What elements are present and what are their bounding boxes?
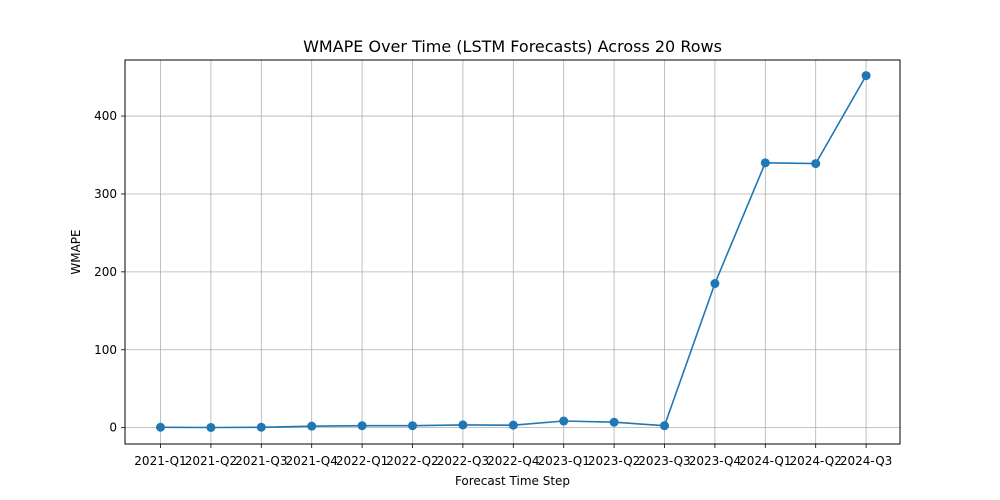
data-point — [710, 279, 720, 289]
data-point — [559, 416, 569, 426]
data-point — [307, 421, 317, 431]
grid-layer — [125, 60, 900, 444]
data-point — [458, 420, 468, 430]
x-tick-label: 2022-Q1 — [336, 454, 388, 468]
x-tick-label: 2023-Q3 — [638, 454, 690, 468]
x-tick-label: 2022-Q2 — [386, 454, 438, 468]
x-tick-label: 2024-Q3 — [840, 454, 892, 468]
x-tick-label: 2024-Q1 — [739, 454, 791, 468]
data-point — [508, 420, 518, 430]
data-point — [660, 421, 669, 431]
x-tick-label: 2021-Q1 — [134, 454, 186, 468]
x-tick-label: 2024-Q2 — [790, 454, 842, 468]
data-point — [408, 421, 417, 431]
x-tick-label: 2022-Q3 — [437, 454, 489, 468]
x-tick-label: 2021-Q2 — [185, 454, 237, 468]
data-point — [811, 159, 821, 169]
y-tick-label: 0 — [109, 421, 117, 435]
data-point — [760, 158, 770, 168]
data-point — [206, 422, 216, 432]
x-tick-label: 2023-Q4 — [689, 454, 741, 468]
x-tick-label: 2021-Q4 — [286, 454, 338, 468]
y-tick-label: 300 — [94, 187, 117, 201]
x-tick-label: 2023-Q1 — [538, 454, 590, 468]
x-ticks-layer: 2021-Q12021-Q22021-Q32021-Q42022-Q12022-… — [134, 444, 892, 468]
x-tick-label: 2021-Q3 — [235, 454, 287, 468]
x-tick-label: 2022-Q4 — [487, 454, 539, 468]
x-tick-label: 2023-Q2 — [588, 454, 640, 468]
x-axis-label: Forecast Time Step — [455, 474, 570, 488]
data-point — [357, 421, 367, 431]
y-ticks-layer: 0 100 200 300 400 — [94, 109, 125, 435]
y-axis-label: WMAPE — [69, 229, 83, 274]
data-point — [256, 422, 266, 432]
y-tick-label: 200 — [94, 265, 117, 279]
plot-frame — [124, 59, 901, 445]
y-tick-label: 100 — [94, 343, 117, 357]
data-point — [156, 422, 165, 432]
y-tick-label: 400 — [94, 109, 117, 123]
data-points-layer — [156, 71, 871, 432]
data-point — [609, 417, 619, 427]
chart-title: WMAPE Over Time (LSTM Forecasts) Across … — [303, 37, 722, 56]
data-point — [861, 71, 871, 81]
